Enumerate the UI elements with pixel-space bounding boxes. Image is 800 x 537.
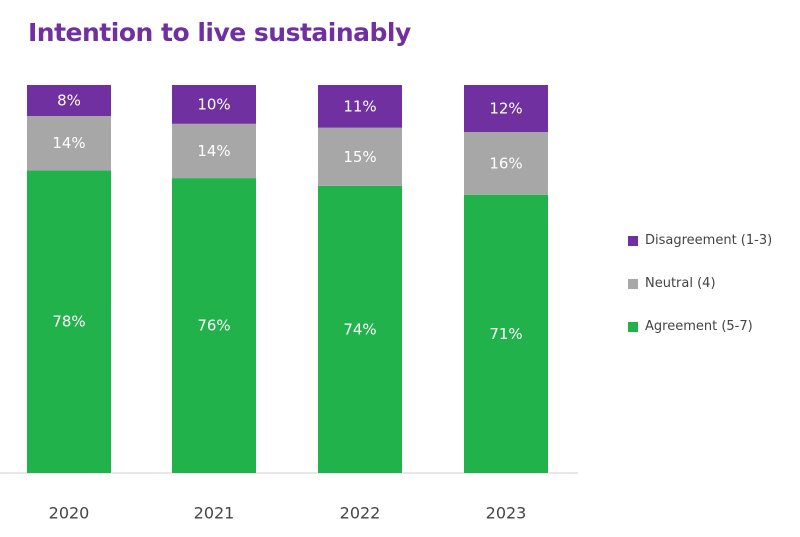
legend-label: Disagreement (1-3) (645, 233, 773, 248)
data-label-2020-neutral: 14% (52, 134, 85, 152)
bar-segment-2021-disagreement (172, 85, 256, 124)
data-label-2020-agreement: 78% (52, 313, 85, 331)
legend-label: Agreement (5-7) (645, 319, 753, 334)
bar-segment-2022-disagreement (318, 85, 402, 128)
legend: Disagreement (1-3) Neutral (4) Agreement (… (628, 231, 772, 360)
bar-segment-2021-agreement (172, 178, 256, 473)
data-label-2021-neutral: 14% (197, 142, 230, 160)
data-label-2020-disagreement: 8% (57, 92, 81, 110)
legend-item-neutral: Neutral (4) (628, 274, 772, 293)
labels-group: 78% 14% 8% 2020 76% 14% 10% 2021 74% 15% 11% 2022 71… (49, 92, 527, 523)
data-label-2022-disagreement: 11% (343, 97, 376, 115)
bar-segment-2020-agreement (27, 170, 111, 474)
bar-segment-2023-neutral (464, 132, 548, 195)
legend-swatch (628, 321, 638, 332)
bar-segment-2020-neutral (27, 116, 111, 171)
data-label-2023-agreement: 71% (489, 325, 522, 343)
bar-segment-2022-neutral (318, 127, 402, 186)
bars-group (27, 85, 548, 474)
bar-segment-2020-disagreement (27, 85, 111, 117)
chart-title: Intention to live sustainably (28, 18, 411, 47)
x-tick-label-2021: 2021 (194, 504, 235, 523)
data-label-2023-disagreement: 12% (489, 100, 522, 118)
data-label-2022-neutral: 15% (343, 148, 376, 166)
data-label-2023-neutral: 16% (489, 154, 522, 172)
data-label-2021-agreement: 76% (197, 317, 230, 335)
legend-label: Neutral (4) (645, 276, 716, 291)
legend-swatch (628, 278, 638, 289)
x-tick-label-2020: 2020 (49, 504, 90, 523)
x-tick-label-2023: 2023 (486, 504, 527, 523)
legend-item-agreement: Agreement (5-7) (628, 317, 772, 336)
data-label-2022-agreement: 74% (343, 320, 376, 338)
data-label-2021-disagreement: 10% (197, 95, 230, 113)
legend-swatch (628, 235, 638, 246)
bar-segment-2023-disagreement (464, 85, 548, 133)
x-tick-label-2022: 2022 (340, 504, 381, 523)
bar-segment-2021-neutral (172, 123, 256, 179)
bar-segment-2023-agreement (464, 194, 548, 474)
bar-segment-2022-agreement (318, 185, 402, 473)
legend-item-disagreement: Disagreement (1-3) (628, 231, 772, 250)
